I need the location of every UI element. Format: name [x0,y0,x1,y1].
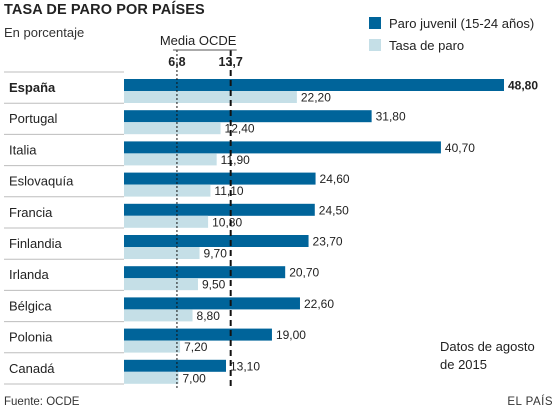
value-label-total: 22,20 [301,91,331,105]
category-label: Finlandia [9,236,63,251]
value-label-total: 11,10 [214,184,243,198]
category-label: Italia [9,142,37,157]
bar-total [124,309,193,322]
value-label-youth: 40,70 [445,141,475,155]
category-label: Francia [9,205,53,220]
value-label-youth: 48,80 [508,79,538,93]
bar-total [124,184,211,197]
reference-label: Media OCDE [159,33,237,48]
bar-youth [124,141,441,154]
bar-total [124,247,200,259]
bar-youth [124,266,286,279]
reference-tick-label: 6,8 [168,55,185,69]
legend-label-total: Tasa de paro [389,37,465,53]
chart-title: TASA DE PARO POR PAÍSES [4,2,205,18]
bar-total [124,278,198,291]
bar-youth [124,79,504,91]
bar-youth [124,297,300,310]
bar-total [124,371,179,384]
bar-youth [124,203,315,216]
legend-swatch-youth [369,17,381,29]
reference-tick-label: 13,7 [219,55,243,69]
source-label: Fuente: OCDE [4,396,80,408]
value-label-total: 7,00 [183,371,207,385]
value-label-youth: 19,00 [276,328,306,342]
bar-total [124,215,209,228]
category-label: Portugal [9,111,58,126]
value-label-youth: 22,60 [304,297,334,311]
category-label: España [9,80,56,95]
bar-youth [124,172,316,185]
category-label: Irlanda [9,267,50,282]
brand-label: EL PAÍS [507,396,553,408]
value-label-total: 8,80 [197,309,221,323]
value-label-youth: 13,10 [230,359,260,373]
category-label: Polonia [9,330,53,345]
value-label-youth: 20,70 [289,266,319,280]
category-label: Bélgica [9,298,52,313]
bar-total [124,91,297,103]
legend-item-youth: Paro juvenil (15-24 años) [369,12,534,34]
value-label-total: 9,50 [202,278,226,292]
value-label-youth: 24,60 [320,172,350,186]
value-label-youth: 24,50 [319,203,349,217]
value-label-total: 10,80 [212,215,242,229]
bar-youth [124,328,272,341]
legend: Paro juvenil (15-24 años) Tasa de paro [369,12,534,56]
legend-item-total: Tasa de paro [369,34,534,56]
bar-total [124,153,217,166]
value-label-youth: 31,80 [376,110,406,124]
value-label-total: 11,90 [221,153,250,167]
date-note: Datos de agosto de 2015 [440,338,550,374]
bar-youth [124,110,372,123]
bar-youth [124,359,227,372]
date-note-line2: de 2015 [440,357,487,372]
value-label-total: 12,40 [225,122,255,136]
value-label-youth: 23,70 [313,235,343,249]
bar-total [124,122,221,135]
bar-youth [124,235,309,247]
value-label-total: 9,70 [204,247,228,261]
value-label-total: 7,20 [184,340,208,354]
date-note-line1: Datos de agosto [440,339,535,354]
bar-total [124,340,181,353]
category-label: Canadá [9,361,55,376]
category-label: Eslovaquía [9,174,74,189]
chart-subtitle: En porcentaje [4,25,85,40]
legend-label-youth: Paro juvenil (15-24 años) [389,15,535,31]
legend-swatch-total [369,39,381,51]
